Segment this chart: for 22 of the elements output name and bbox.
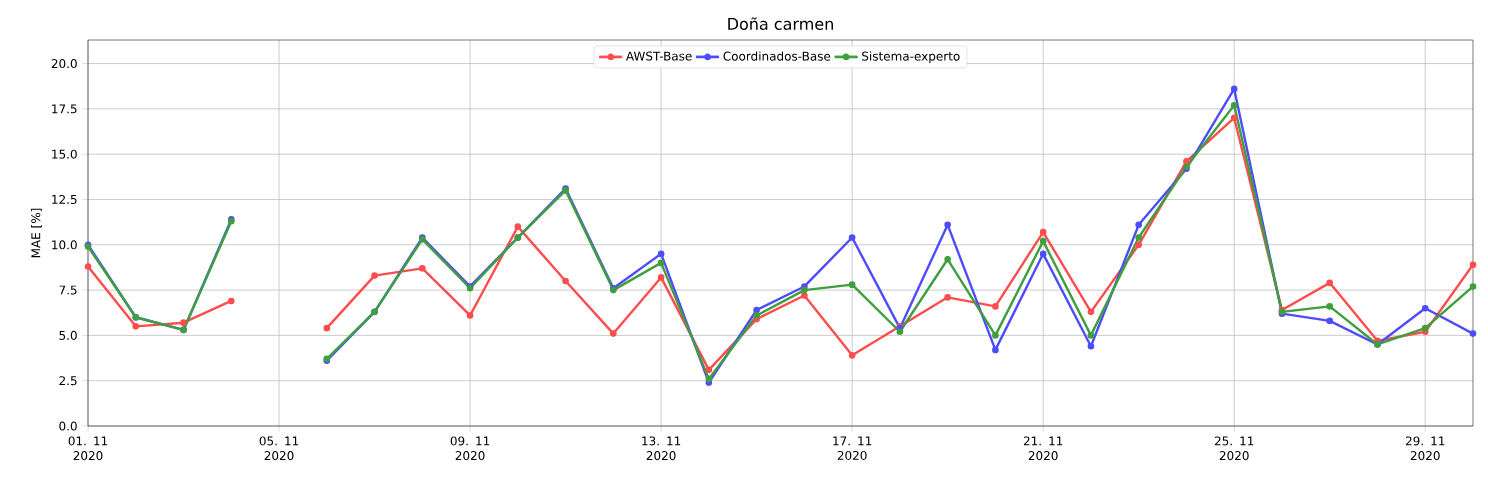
x-tick-label: 09. 11 2020: [450, 436, 490, 461]
y-tick-label: 7.5: [59, 285, 77, 295]
y-tick-label: 20.0: [51, 59, 77, 69]
chart-title: Doña carmen: [728, 17, 833, 30]
y-tick-label: 0.0: [59, 421, 77, 431]
legend-label: Sistema-experto: [862, 51, 960, 63]
x-tick-label: 29. 11 2020: [1405, 436, 1445, 461]
legend-label: AWST-Base: [626, 51, 692, 61]
y-tick-label: 17.5: [52, 104, 77, 114]
x-tick-label: 17. 11 2020: [833, 436, 872, 460]
y-tick-label: 2.5: [59, 376, 77, 386]
x-tick-label: 25. 11 2020: [1214, 436, 1254, 461]
y-tick-label: 5.0: [59, 330, 77, 340]
x-tick-label: 21. 11 2020: [1023, 436, 1063, 461]
x-tick-label: 05. 11 2020: [259, 436, 299, 461]
y-tick-label: 15.0: [52, 149, 77, 159]
y-tick-label: 10.0: [52, 240, 77, 250]
y-tick-label: 12.5: [52, 194, 77, 205]
x-tick-label: 13. 11 2020: [642, 436, 681, 461]
legend-label: Coordinados-Base: [723, 51, 831, 61]
x-tick-label: 01. 11 2020: [68, 436, 108, 461]
y-axis-title: MAE [%]: [31, 208, 42, 258]
